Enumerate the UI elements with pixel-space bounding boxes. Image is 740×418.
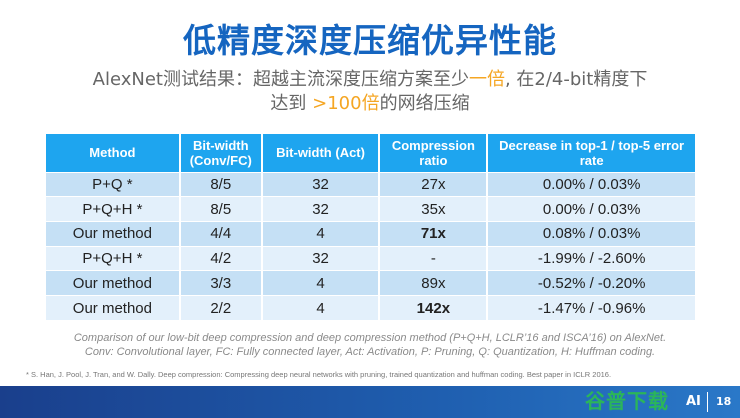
cell-method: P+Q+H * <box>46 245 181 271</box>
cell-error-rate: 0.00% / 0.03% <box>487 171 697 197</box>
watermark: 谷普下载 <box>585 389 669 413</box>
cell-bitwidth-act: 32 <box>261 196 381 222</box>
cell-bitwidth-act: 4 <box>261 270 381 296</box>
header-compression: Compression ratio <box>379 134 489 172</box>
cell-compression-ratio: 89x <box>379 270 489 296</box>
caption-line: Comparison of our low-bit deep compressi… <box>73 332 667 344</box>
subtitle: AlexNet测试结果：超越主流深度压缩方案至少一倍, 在2/4-bit精度下 … <box>0 68 740 116</box>
cell-bitwidth-conv-fc: 3/3 <box>179 270 263 296</box>
caption-line: Conv: Convolutional layer, FC: Fully con… <box>84 346 656 358</box>
cell-compression-ratio: 27x <box>379 171 489 197</box>
cell-error-rate: -0.52% / -0.20% <box>487 270 697 296</box>
cell-bitwidth-conv-fc: 4/4 <box>179 220 263 247</box>
divider <box>707 392 708 412</box>
table-row: Our method 4/4 4 71x 0.08% / 0.03% <box>46 220 697 247</box>
cell-error-rate: -1.47% / -0.96% <box>487 294 697 321</box>
cell-error-rate: 0.08% / 0.03% <box>487 220 697 247</box>
header-error-rate: Decrease in top-1 / top-5 error rate <box>487 134 697 172</box>
header-bitwidth-conv-fc: Bit-width (Conv/FC) <box>179 134 263 172</box>
subtitle-highlight: 一倍 <box>468 69 505 90</box>
subtitle-text: , 在2/4-bit精度下 <box>504 69 648 90</box>
cell-compression-ratio: 71x <box>379 220 489 247</box>
subtitle-text: 的网络压缩 <box>379 93 470 114</box>
cell-bitwidth-conv-fc: 8/5 <box>179 196 263 222</box>
cell-compression-ratio: - <box>379 245 489 271</box>
table-row: Our method 3/3 4 89x -0.52% / -0.20% <box>46 270 697 296</box>
results-table: Method Bit-width (Conv/FC) Bit-width (Ac… <box>46 134 697 321</box>
cell-method: P+Q+H * <box>46 196 181 222</box>
reference: * S. Han, J. Pool, J. Tran, and W. Dally… <box>26 370 612 379</box>
table-caption: Comparison of our low-bit deep compressi… <box>0 331 740 359</box>
table-row: P+Q+H * 4/2 32- -1.99% / -2.60% <box>46 245 697 271</box>
cell-bitwidth-act: 4 <box>261 294 381 321</box>
cell-bitwidth-conv-fc: 8/5 <box>179 171 263 197</box>
cell-bitwidth-conv-fc: 4/2 <box>179 245 263 271</box>
table-row: P+Q * 8/5 32 27x 0.00% / 0.03% <box>46 171 697 197</box>
cell-compression-ratio: 142x <box>379 294 489 321</box>
cell-error-rate: -1.99% / -2.60% <box>487 245 697 271</box>
table-row: P+Q+H * 8/5 32 35x 0.00% / 0.03% <box>46 196 697 222</box>
page-number: 18 <box>716 395 732 408</box>
cell-method: P+Q * <box>46 171 181 197</box>
subtitle-text: 达到 <box>270 93 313 114</box>
cell-error-rate: 0.00% / 0.03% <box>487 196 697 222</box>
cell-bitwidth-act: 32 <box>261 245 381 271</box>
header-bitwidth-act: Bit-width (Act) <box>261 134 381 172</box>
cell-method: Our method <box>46 294 181 321</box>
cell-compression-ratio: 35x <box>379 196 489 222</box>
slide-title: 低精度深度压缩优异性能 <box>183 21 557 60</box>
cell-method: Our method <box>46 270 181 296</box>
cell-bitwidth-act: 4 <box>261 220 381 247</box>
cell-bitwidth-conv-fc: 2/2 <box>179 294 263 321</box>
table-row: Our method 2/2 4 142x -1.47% / -0.96% <box>46 294 697 321</box>
header-method: Method <box>46 134 181 172</box>
subtitle-text: AlexNet测试结果：超越主流深度压缩方案至少 <box>92 69 469 90</box>
footer-band <box>0 386 740 418</box>
cell-bitwidth-act: 32 <box>261 171 381 197</box>
subtitle-highlight: >100倍 <box>312 93 380 114</box>
cell-method: Our method <box>46 220 181 247</box>
brand-label: AI <box>686 394 701 409</box>
